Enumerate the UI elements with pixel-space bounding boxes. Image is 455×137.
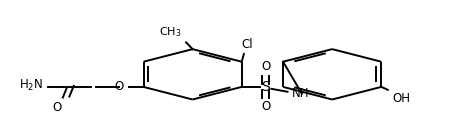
Text: CH$_3$: CH$_3$ [159, 26, 182, 39]
Text: O: O [52, 101, 62, 114]
Text: S: S [261, 80, 270, 94]
Text: O: O [115, 80, 124, 93]
Text: Cl: Cl [242, 38, 253, 51]
Text: O: O [261, 100, 270, 113]
Text: H$_2$N: H$_2$N [19, 77, 43, 92]
Text: NH: NH [292, 87, 309, 100]
Text: OH: OH [392, 92, 410, 105]
Text: O: O [261, 60, 270, 73]
